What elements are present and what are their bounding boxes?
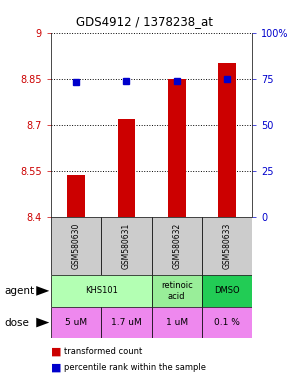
Text: GSM580631: GSM580631 [122,223,131,269]
Text: dose: dose [4,318,29,328]
Bar [151,217,202,275]
Bar [101,217,151,275]
Text: DMSO: DMSO [214,286,240,295]
Text: ■: ■ [51,363,61,373]
Bar [202,307,252,338]
Bar [151,275,202,307]
Text: transformed count: transformed count [64,347,142,356]
Bar [67,175,85,217]
Bar [51,307,101,338]
Bar [51,217,101,275]
Text: ■: ■ [51,346,61,356]
Text: percentile rank within the sample: percentile rank within the sample [64,363,206,372]
Polygon shape [36,286,49,296]
Text: 5 uM: 5 uM [65,318,87,327]
Bar [101,307,151,338]
Bar [117,119,135,217]
Text: 1 uM: 1 uM [166,318,188,327]
Text: agent: agent [4,286,35,296]
Bar [51,275,151,307]
Text: GDS4912 / 1378238_at: GDS4912 / 1378238_at [77,15,213,28]
Bar [151,307,202,338]
Text: GSM580630: GSM580630 [71,223,80,269]
Text: retinoic
acid: retinoic acid [161,281,193,301]
Bar [202,217,252,275]
Polygon shape [36,318,49,328]
Text: 0.1 %: 0.1 % [214,318,240,327]
Bar [218,63,236,217]
Bar [168,79,186,217]
Text: KHS101: KHS101 [85,286,117,295]
Text: 1.7 uM: 1.7 uM [111,318,142,327]
Text: GSM580632: GSM580632 [172,223,181,269]
Bar [202,275,252,307]
Text: GSM580633: GSM580633 [223,223,232,269]
